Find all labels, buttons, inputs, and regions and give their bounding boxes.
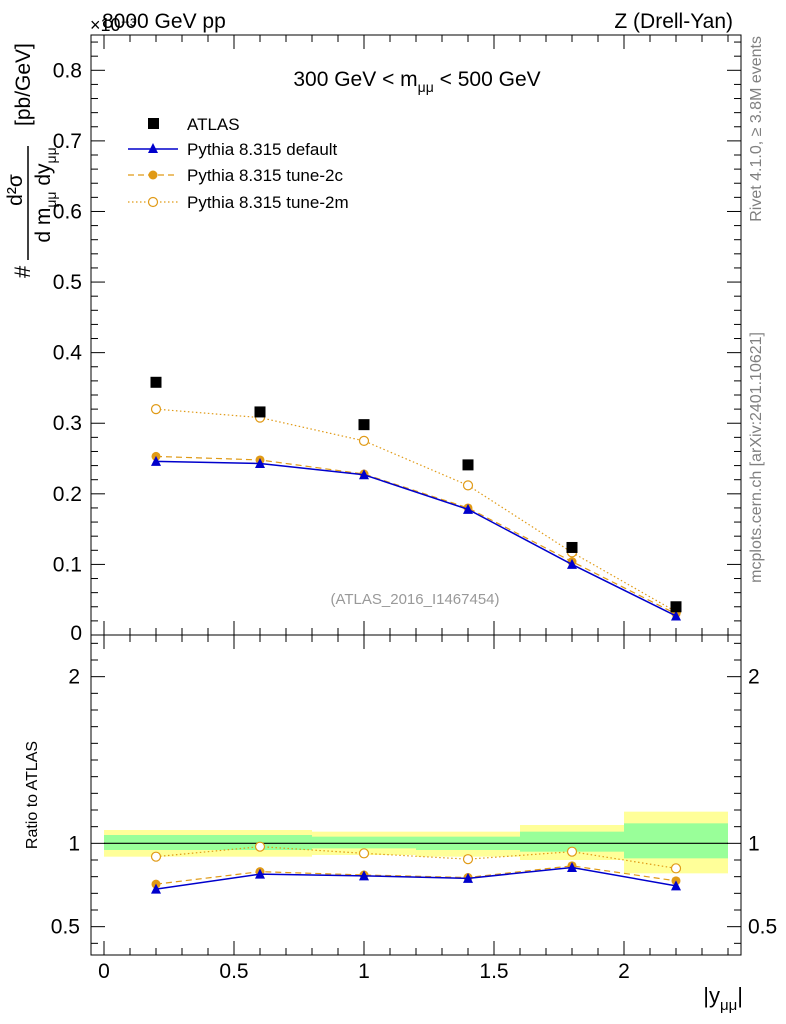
default-ratio-point [671, 880, 681, 891]
y-tick-label: 0.1 [53, 553, 82, 576]
tune-2m-ratio-point [566, 846, 578, 857]
legend-label-tune-2c: Pythia 8.315 tune-2c [187, 166, 343, 185]
x-tick-label: 0.5 [219, 960, 248, 983]
x-axis-label: |yμμ| [703, 983, 743, 1014]
y-tick-label: 0.2 [53, 483, 82, 506]
tune-2c-dot-icon [148, 170, 158, 180]
x-tick-label: 0 [98, 960, 110, 983]
default-point [567, 558, 577, 569]
default-ratio-point [463, 872, 473, 883]
legend-entry-default: Pythia 8.315 default [128, 140, 338, 159]
legend: ATLAS Pythia 8.315 default Pythia 8.315 … [128, 115, 349, 212]
header-process: Z (Drell-Yan) [614, 10, 733, 33]
ratio-y-tick-label: 1 [68, 832, 80, 855]
ratio-y-tick-label: 0.5 [51, 916, 80, 939]
ylabel-numerator: d²σ [4, 174, 27, 206]
main-ylabel: # d²σ d mμμ dyμμ [pb/GeV] [4, 43, 59, 278]
tune-2c-ratio-line [155, 865, 677, 885]
atlas-point [670, 601, 682, 613]
legend-label-atlas: ATLAS [187, 115, 240, 134]
header-exponent: ×10⁻³ [90, 15, 136, 35]
tune-2m-ratio-point [462, 854, 474, 865]
x-tick-label: 1 [358, 960, 370, 983]
default-point [359, 469, 369, 480]
header-energy: 8000 GeV pp [102, 10, 226, 33]
rivet-version: Rivet 4.1.0, ≥ 3.8M events [748, 36, 765, 222]
legend-label-tune-2m: Pythia 8.315 tune-2m [187, 193, 349, 212]
ratio-frame [90, 634, 742, 956]
ratio-y-tick-label: 2 [68, 666, 80, 689]
y-tick-label: 0.8 [53, 59, 82, 82]
y-tick-label: 0.3 [53, 412, 82, 435]
ylabel-unit: [pb/GeV] [12, 43, 35, 126]
atlas-point [462, 459, 474, 471]
atlas-point [254, 406, 266, 418]
tune-2m-circle-icon [147, 196, 159, 208]
ylabel-denominator: d mμμ dyμμ [32, 147, 59, 242]
default-ratio-line [155, 866, 677, 890]
default-point [151, 455, 161, 466]
legend-entry-tune-2m: Pythia 8.315 tune-2m [128, 193, 349, 212]
legend-entry-tune-2c: Pythia 8.315 tune-2c [128, 166, 343, 185]
x-tick-label: 1.5 [479, 960, 508, 983]
tune-2m-ratio-point [254, 841, 266, 852]
y-tick-label: 0.7 [53, 130, 82, 153]
ylabel-hash: # [10, 265, 35, 278]
tune-2m-ratio-point [670, 863, 682, 874]
tune-2m-ratio-line [155, 846, 677, 869]
tune-2m-ratio-point [150, 851, 162, 862]
tune-2m-point [462, 480, 474, 491]
uncertainty-band-green [624, 823, 728, 859]
ratio-y-tick-label-right: 1 [748, 832, 760, 855]
uncertainty-band-green [520, 831, 624, 852]
x-tick-label: 2 [618, 960, 630, 983]
default-ratio-point [359, 870, 369, 881]
default-point [463, 503, 473, 514]
y-tick-label: 0.5 [53, 271, 82, 294]
default-ratio-point [255, 868, 265, 879]
tune-2m-ratio-point [358, 848, 370, 859]
main-panel: 0.1 0.2 0.3 0.4 0.5 0.6 0.7 0.8 0 [53, 34, 742, 645]
default-point [255, 457, 265, 468]
tune-2c-line [155, 455, 677, 615]
y-tick-label: 0.6 [53, 200, 82, 223]
y-tick-label: 0.4 [53, 342, 83, 365]
default-ratio-point [151, 883, 161, 894]
legend-label-default: Pythia 8.315 default [187, 140, 338, 159]
tune-2m-point [150, 404, 162, 415]
default-ratio-point [567, 862, 577, 872]
uncertainty-band-green [104, 835, 208, 850]
atlas-point [150, 376, 162, 388]
default-point [671, 610, 681, 621]
atlas-point [566, 541, 578, 553]
default-triangle-icon [148, 143, 158, 153]
mcplots-ref: mcplots.cern.ch [arXiv:2401.10621] [748, 332, 765, 583]
mass-range-title: 300 GeV < mμμ < 500 GeV [293, 68, 540, 95]
uncertainty-band-green [312, 836, 416, 849]
atlas-point [358, 419, 370, 431]
legend-entry-atlas: ATLAS [148, 115, 240, 134]
tune-2m-line [155, 408, 677, 613]
atlas-marker-icon [148, 118, 159, 129]
y-tick-label-zero: 0 [70, 622, 82, 645]
ratio-y-tick-label-right: 2 [748, 666, 760, 689]
analysis-id: (ATLAS_2016_I1467454) [330, 591, 499, 608]
tune-2m-point [358, 435, 370, 446]
default-line [155, 460, 677, 617]
ratio-panel: 0.5 0.5 1 1 2 2 [51, 634, 777, 956]
ratio-ylabel: Ratio to ATLAS [24, 741, 41, 849]
ratio-y-tick-label-right: 0.5 [748, 916, 777, 939]
